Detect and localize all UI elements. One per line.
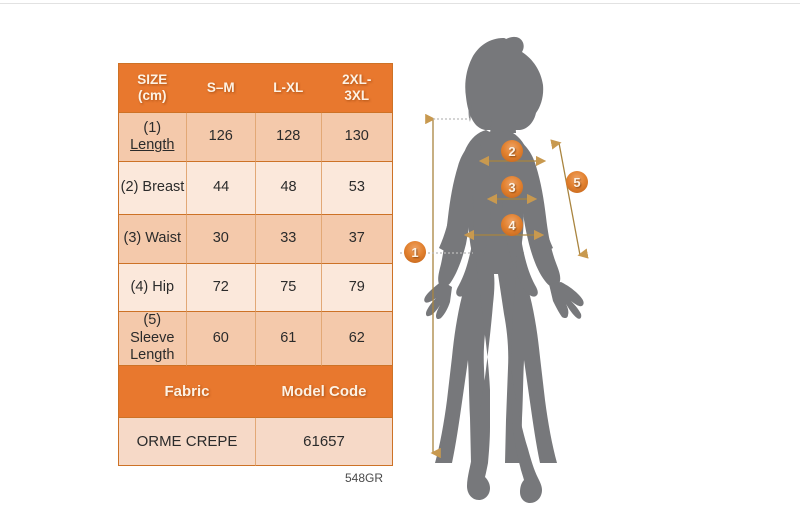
svg-text:5: 5: [573, 175, 580, 190]
svg-text:1: 1: [411, 245, 418, 260]
svg-text:2: 2: [508, 144, 515, 159]
svg-text:4: 4: [508, 218, 516, 233]
svg-text:3: 3: [508, 180, 515, 195]
